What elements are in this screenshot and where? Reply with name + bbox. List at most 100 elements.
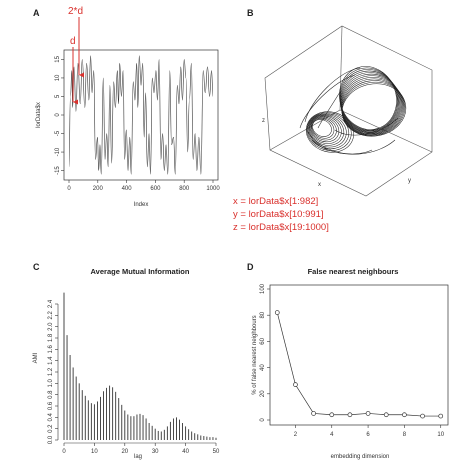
panel-b-axis-z: z	[262, 118, 265, 124]
attractor-loop	[308, 114, 345, 146]
panel-a-xtick-label: 0	[67, 186, 71, 192]
panel-d-ytick-label: 60	[260, 337, 266, 344]
panel-d-ytick-label: 0	[260, 418, 266, 422]
panel-a-ytick-label: -10	[55, 147, 61, 156]
panel-c-ytick-label: 1.6	[48, 345, 54, 354]
fnn-point	[365, 411, 371, 416]
attractor-loop	[312, 119, 332, 137]
attractor-strand	[307, 131, 373, 155]
panel-d-title: False nearest neighbours	[308, 267, 399, 276]
panel-c-ytick-label: 2.2	[48, 311, 54, 320]
fnn-point	[274, 310, 280, 315]
attractor-strand	[299, 74, 356, 129]
panel-b-axis-y: y	[408, 178, 411, 184]
panel-d-ytick-label: 80	[260, 311, 266, 318]
fnn-point	[311, 411, 316, 416]
panel-d-ytick-label: 100	[260, 283, 266, 294]
panel-d-frame	[269, 284, 449, 426]
panel-d-ylabel: % of false nearest neighbours	[252, 315, 258, 394]
panel-a-ytick-label: 15	[55, 55, 61, 62]
panel-a-series-line	[68, 55, 214, 175]
attractor-strand	[304, 67, 361, 123]
panel-c-ytick-label: 0.6	[48, 401, 54, 410]
panel-d-xtick-label: 8	[403, 432, 407, 438]
panel-d-xtick-label: 6	[366, 432, 370, 438]
panel-c-title: Average Mutual Information	[91, 267, 190, 276]
panel-label-c: C	[33, 262, 40, 272]
panel-c-ytick-label: 1.8	[48, 333, 54, 342]
attractor-strand	[317, 91, 341, 129]
panel-a-xtick-label: 600	[150, 186, 161, 192]
panel-a-ytick-label: -5	[55, 130, 61, 136]
panel-a-time-series: 0 200 400 600 800 1000 -15 -10 -5 0 5 10 15 Index lo…	[36, 6, 220, 208]
panel-d-series-line	[276, 312, 441, 417]
equation-y: y = lorData$x[10:991]	[233, 209, 324, 220]
panel-a-xtick-label: 800	[179, 186, 190, 192]
attractor-loop	[311, 118, 335, 139]
panel-a-xtick-label: 400	[122, 186, 133, 192]
attractor-loop	[340, 72, 400, 133]
panel-d-xtick-label: 4	[330, 432, 334, 438]
fnn-point	[293, 382, 298, 387]
attractor-loop	[309, 115, 342, 144]
panel-c-xlabel: lag	[134, 454, 142, 460]
panel-b-attractor-curve	[299, 66, 407, 155]
panel-label-d: D	[247, 262, 254, 272]
panel-c-ylabel: AMI	[33, 352, 39, 363]
panel-b-axis-x: x	[318, 182, 321, 188]
panel-c-ytick-label: 2.4	[48, 299, 54, 308]
panel-c-ticks: 0.0 0.2 0.4 0.6 0.8 1.0 1.2 1.4 1.6 1.8 2.0 2.2 2.4 0…	[48, 299, 220, 455]
fnn-point	[329, 412, 335, 418]
attractor-loop	[305, 111, 355, 153]
panel-d-xlabel: embedding dimension	[331, 454, 390, 460]
panel-a-xtick-label: 200	[93, 186, 104, 192]
panel-a-ytick-label: 0	[55, 113, 61, 117]
panel-d-xtick-label: 2	[294, 432, 298, 438]
fnn-point	[383, 412, 389, 418]
annotation-d: d	[70, 36, 76, 47]
attractor-loop	[310, 117, 337, 141]
panel-c-ytick-label: 1.0	[48, 379, 54, 388]
panel-c-ami: Average Mutual Information 0.00.20.40.60…	[33, 267, 220, 460]
panel-c-ytick-label: 2.0	[48, 322, 54, 331]
panel-c-xtick-label: 10	[91, 449, 98, 455]
attractor-loop	[310, 116, 340, 143]
annotation-2d: 2*d	[68, 6, 83, 17]
panel-a-xlabel: Index	[134, 202, 149, 208]
panel-b-box	[264, 25, 433, 197]
panel-c-xtick-label: 20	[121, 449, 128, 455]
panel-c-ytick-label: 0.4	[48, 413, 54, 422]
panel-c-xtick-label: 30	[152, 449, 159, 455]
panel-c-xtick-label: 40	[182, 449, 189, 455]
panel-a-ytick-label: -15	[55, 166, 61, 175]
equation-z: z = lorData$x[19:1000]	[233, 222, 329, 233]
fnn-point	[402, 412, 407, 418]
fnn-point	[438, 413, 444, 419]
panel-c-xtick-label: 50	[213, 449, 220, 455]
panel-d-ytick-label: 40	[260, 364, 266, 371]
panel-d-points	[274, 310, 444, 419]
panel-a-ytick-label: 5	[55, 94, 61, 98]
panel-a-ytick-label: 10	[55, 74, 61, 81]
panel-c-ytick-label: 1.2	[48, 367, 54, 376]
attractor-loop	[306, 112, 352, 151]
panel-c-ytick-label: 0.8	[48, 390, 54, 399]
panel-b-attractor: z x y x = lorData$x[1:982] y = lorData$x…	[233, 25, 433, 233]
panel-c-ytick-label: 0.2	[48, 424, 54, 433]
equation-x: x = lorData$x[1:982]	[233, 196, 318, 207]
panel-label-b: B	[247, 8, 254, 18]
panel-d-fnn: False nearest neighbours 2 4 6 8 10020406080…	[252, 267, 449, 460]
panel-a-ylabel: lorData$x	[36, 102, 42, 128]
panel-c-ytick-label: 0.0	[48, 435, 54, 444]
fnn-point	[420, 413, 425, 419]
panel-d-xtick-label: 10	[437, 432, 444, 438]
panel-c-xtick-label: 0	[62, 449, 66, 455]
attractor-strand	[334, 117, 399, 136]
panel-a-ticks: 0 200 400 600 800 1000 -15 -10 -5 0 5 10 15	[55, 55, 220, 192]
panel-c-bars	[63, 292, 217, 440]
panel-label-a: A	[33, 8, 40, 18]
attractor-strand	[311, 139, 396, 155]
panel-c-ytick-label: 1.4	[48, 356, 54, 365]
